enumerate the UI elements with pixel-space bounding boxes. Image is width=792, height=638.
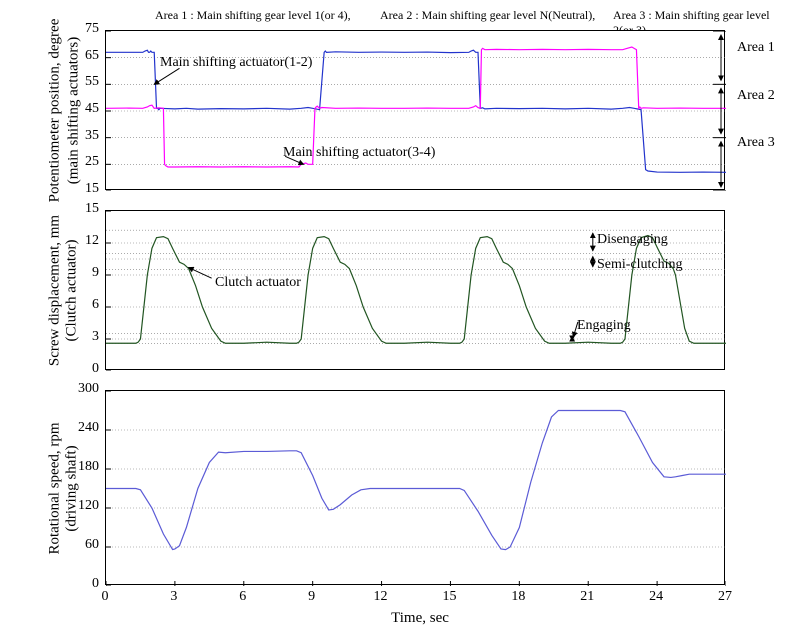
xtick: 0 [93, 589, 117, 605]
ytick: 240 [63, 420, 99, 436]
xtick: 24 [644, 589, 668, 605]
ylabel-p3-line1: Rotational speed, rpm [47, 399, 64, 579]
ytick: 55 [63, 74, 99, 90]
xtick: 15 [437, 589, 461, 605]
ytick: 300 [63, 381, 99, 397]
region-semiclutch: Semi-clutching [597, 257, 683, 273]
xtick: 18 [506, 589, 530, 605]
anno-actuator-12: Main shifting actuator(1-2) [160, 55, 312, 71]
ytick: 0 [63, 361, 99, 377]
ylabel-p2-line2: (Clutch actuator) [64, 201, 81, 381]
ytick: 35 [63, 128, 99, 144]
area3-label: Area 3 [737, 135, 775, 151]
ytick: 6 [63, 297, 99, 313]
anno-actuator-34: Main shifting actuator(3-4) [283, 145, 435, 161]
ytick: 60 [63, 537, 99, 553]
xtick: 21 [575, 589, 599, 605]
ylabel-p1-line1: Potentiometer position, degree [47, 11, 64, 211]
area2-label: Area 2 [737, 88, 775, 104]
anno-clutch: Clutch actuator [215, 275, 301, 291]
xlabel: Time, sec [370, 610, 470, 627]
xtick: 12 [369, 589, 393, 605]
region-engaging: Engaging [577, 318, 631, 334]
ytick: 75 [63, 21, 99, 37]
ytick: 15 [63, 181, 99, 197]
header-area2: Area 2 : Main shifting gear level N(Neut… [380, 8, 595, 23]
ytick: 45 [63, 101, 99, 117]
xtick: 9 [300, 589, 324, 605]
ytick: 65 [63, 48, 99, 64]
ytick: 12 [63, 233, 99, 249]
xtick: 6 [231, 589, 255, 605]
xtick: 27 [713, 589, 737, 605]
ytick: 25 [63, 154, 99, 170]
ylabel-p2-line1: Screw displacement, mm [47, 201, 64, 381]
ytick: 9 [63, 265, 99, 281]
ytick: 120 [63, 498, 99, 514]
header-area1: Area 1 : Main shifting gear level 1(or 4… [155, 8, 351, 23]
ytick: 15 [63, 201, 99, 217]
region-disengaging: Disengaging [597, 232, 668, 248]
xtick: 3 [162, 589, 186, 605]
panel-potentiometer [105, 30, 725, 190]
ytick: 3 [63, 329, 99, 345]
ytick: 180 [63, 459, 99, 475]
panel-rpm [105, 390, 725, 585]
area1-label: Area 1 [737, 40, 775, 56]
